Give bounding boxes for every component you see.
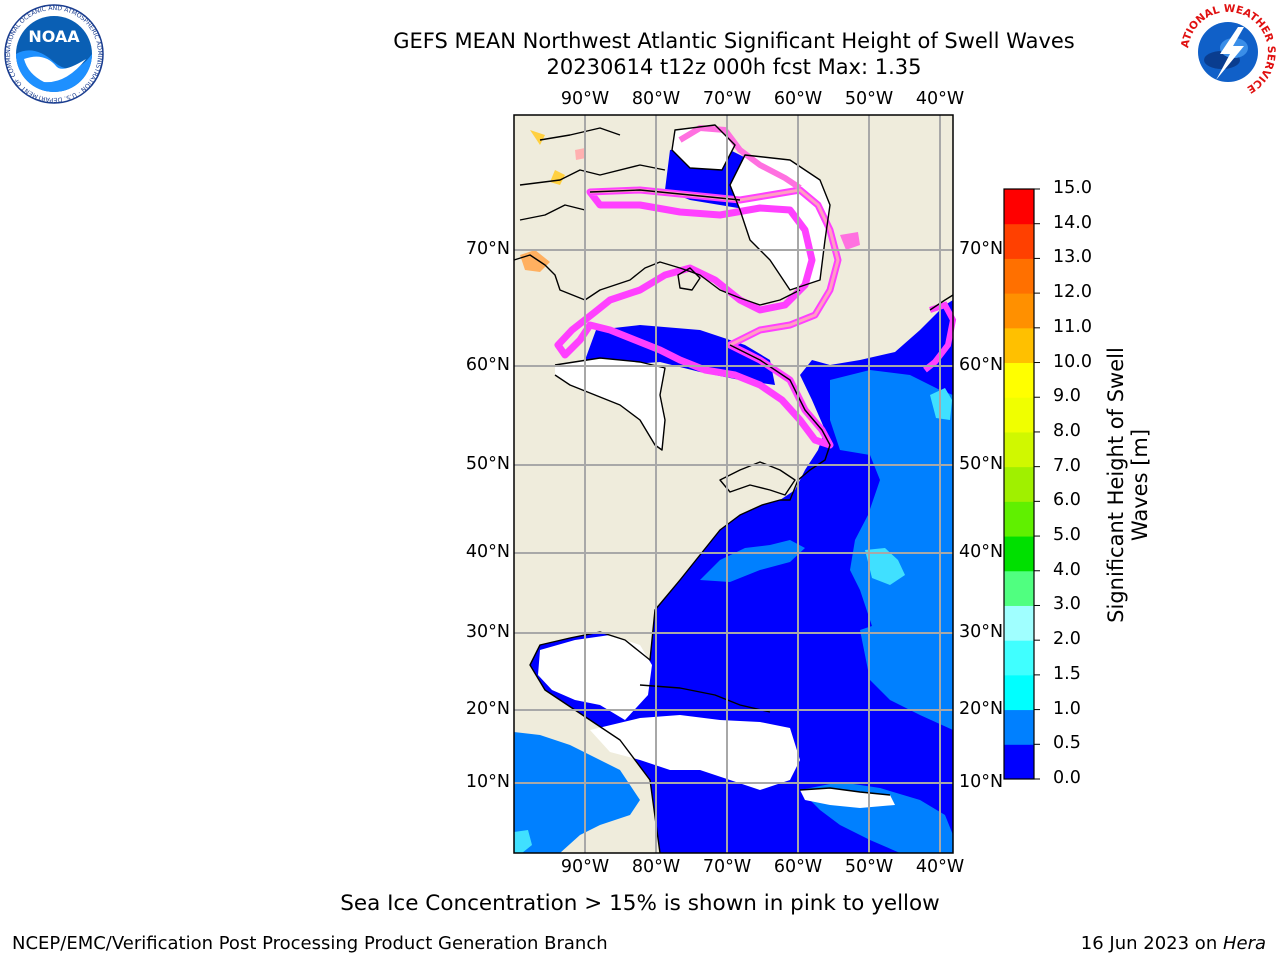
lon-tick-label: 60°W (773, 857, 823, 877)
colorbar-segment (1004, 466, 1034, 502)
ocean-light-blue-3 (514, 732, 640, 853)
colorbar-segment (1004, 570, 1034, 606)
colorbar-tick-label: 4.0 (1053, 559, 1081, 580)
map-frame (513, 114, 954, 854)
colorbar-segment (1004, 223, 1034, 259)
lon-tick-label: 50°W (844, 857, 894, 877)
colorbar-tick-label: 12.0 (1053, 282, 1092, 303)
colorbar-segment (1004, 327, 1034, 364)
lon-tick-label: 80°W (631, 857, 681, 877)
sea-ice-caption: Sea Ice Concentration > 15% is shown in … (340, 891, 940, 916)
colorbar-segment (1004, 258, 1034, 294)
footer-credit: NCEP/EMC/Verification Post Processing Pr… (12, 933, 608, 954)
lon-tick-label: 90°W (560, 857, 610, 877)
lon-tick-label: 70°W (702, 857, 752, 877)
ocean-cyan-1 (865, 548, 905, 585)
noaa-logo: NATIONAL OCEANIC AND ATMOSPHERIC ADMINIS… (4, 4, 104, 104)
colorbar-tick-label: 0.0 (1053, 768, 1081, 788)
lat-tick-label: 30°N (959, 622, 1004, 642)
colorbar-tick-label: 11.0 (1053, 316, 1092, 337)
colorbar-segment (1004, 536, 1034, 572)
colorbar-tick-label: 8.0 (1053, 420, 1081, 441)
colorbar-segment (1004, 744, 1034, 780)
lat-tick-label: 10°N (959, 772, 1004, 792)
colorbar-tick-label: 13.0 (1053, 247, 1092, 268)
colorbar-segment (1004, 397, 1034, 433)
lon-tick-label: 40°W (915, 857, 965, 877)
lat-tick-label: 60°N (959, 355, 1004, 375)
colorbar-tick-label: 0.5 (1053, 733, 1081, 754)
lat-tick-label: 40°N (959, 542, 1004, 562)
masked-water (538, 125, 895, 808)
noaa-logo-text: NOAA (28, 27, 80, 46)
colorbar-tick-label: 2.0 (1053, 629, 1081, 650)
colorbar-segment (1004, 674, 1034, 711)
colorbar-title: Significant Height of Swell Waves [m] (1104, 305, 1152, 665)
colorbar-segment (1004, 189, 1034, 225)
ocean-cyan-3 (514, 830, 532, 853)
colorbar-tick-label: 6.0 (1053, 490, 1081, 511)
colorbar-segment (1004, 709, 1034, 745)
lat-tick-label: 20°N (959, 699, 1004, 719)
colorbar-segment (1004, 640, 1034, 676)
colorbar-segment (1004, 431, 1034, 468)
colorbar-frame (1003, 188, 1035, 780)
colorbar-title-line1: Significant Height of Swell (1104, 347, 1128, 623)
lon-tick-label: 40°W (915, 89, 965, 109)
lat-tick-label: 70°N (959, 239, 1004, 259)
lon-tick-label: 90°W (560, 89, 610, 109)
footer-host: Hera (1222, 933, 1266, 954)
colorbar-tick-label: 9.0 (1053, 386, 1081, 407)
colorbar-segment (1004, 362, 1034, 398)
colorbar-tick-label: 3.0 (1053, 594, 1081, 615)
colorbar-segment (1004, 501, 1034, 537)
lon-tick-label: 80°W (631, 89, 681, 109)
lat-tick-label: 20°N (465, 699, 510, 719)
ocean-light-blue-4 (860, 620, 953, 730)
colorbar-tick-label: 1.5 (1053, 663, 1081, 684)
lon-tick-label: 50°W (844, 89, 894, 109)
colorbar-tick-label: 14.0 (1053, 212, 1092, 233)
colorbar-tick-label: 1.0 (1053, 698, 1081, 719)
colorbar-tick-label: 10.0 (1053, 351, 1092, 372)
lat-tick-label: 70°N (465, 239, 510, 259)
lat-tick-label: 50°N (465, 454, 510, 474)
chart-title: GEFS MEAN Northwest Atlantic Significant… (393, 29, 1075, 53)
lat-tick-label: 10°N (465, 772, 510, 792)
lon-tick-label: 60°W (773, 89, 823, 109)
colorbar-tick-label: 7.0 (1053, 455, 1081, 476)
colorbar-segment (1004, 605, 1034, 641)
footer-date-text: 16 Jun 2023 on (1080, 933, 1223, 954)
lon-tick-label: 70°W (702, 89, 752, 109)
lat-tick-label: 30°N (465, 622, 510, 642)
lat-tick-label: 50°N (959, 454, 1004, 474)
chart-subtitle: 20230614 t12z 000h fcst Max: 1.35 (546, 55, 922, 79)
coastlines (513, 124, 954, 854)
colorbar-segment (1004, 293, 1034, 329)
colorbar-tick-label: 5.0 (1053, 525, 1081, 546)
footer-date: 16 Jun 2023 on Hera (1081, 933, 1266, 954)
colorbar-title-line2: Waves [m] (1128, 428, 1152, 542)
ocean-light-blue-1 (830, 370, 953, 705)
graticule (514, 115, 953, 853)
lat-tick-label: 40°N (465, 542, 510, 562)
colorbar (1003, 188, 1040, 780)
nws-logo: NATIONAL WEATHER SERVICE (1178, 2, 1277, 100)
lat-tick-label: 60°N (465, 355, 510, 375)
colorbar-tick-label: 15.0 (1053, 178, 1092, 198)
